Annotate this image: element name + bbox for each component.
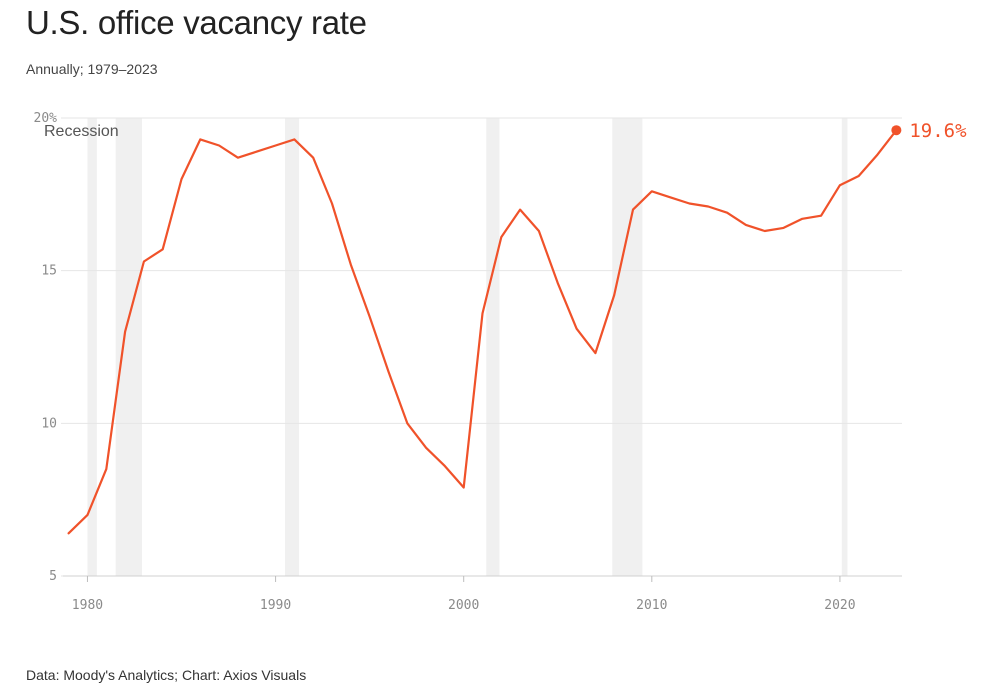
y-tick-label: 10 xyxy=(41,416,57,431)
end-point-marker xyxy=(891,125,902,136)
labels: Recession 19.6% xyxy=(44,120,967,142)
data-point-1982 xyxy=(124,331,126,333)
data-point-2004 xyxy=(538,230,540,232)
recession-band-4 xyxy=(486,118,500,576)
data-point-1983 xyxy=(143,260,145,262)
data-point-1996 xyxy=(387,370,389,372)
recession-label: Recession xyxy=(44,123,119,140)
data-point-2012 xyxy=(688,202,690,204)
data-point-1994 xyxy=(350,263,352,265)
data-point-2016 xyxy=(763,230,765,232)
data-point-2018 xyxy=(801,218,803,220)
data-point-1981 xyxy=(105,468,107,470)
gridlines xyxy=(61,117,902,577)
data-point-2022 xyxy=(876,153,878,155)
y-tick-label: 5 xyxy=(49,569,57,584)
data-point-2010 xyxy=(651,190,653,192)
data-point-1998 xyxy=(425,447,427,449)
recession-band-2 xyxy=(115,118,143,576)
chart-subtitle: Annually; 1979–2023 xyxy=(26,61,158,77)
data-point-2009 xyxy=(632,208,634,210)
x-tick-label: 1980 xyxy=(72,598,103,613)
recession-band-3 xyxy=(284,118,300,576)
x-tick-label: 2000 xyxy=(448,598,479,613)
chart-title: U.S. office vacancy rate xyxy=(26,4,367,41)
recession-band-5 xyxy=(612,118,643,576)
recession-band-6 xyxy=(841,118,848,576)
end-value-label: 19.6% xyxy=(909,120,967,142)
data-point-2006 xyxy=(575,327,577,329)
data-point-1984 xyxy=(162,248,164,250)
data-point-2019 xyxy=(820,215,822,217)
data-point-2021 xyxy=(858,175,860,177)
y-tick-label: 15 xyxy=(41,264,57,279)
data-point-2002 xyxy=(500,236,502,238)
data-point-1987 xyxy=(218,144,220,146)
data-point-2014 xyxy=(726,211,728,213)
data-point-2013 xyxy=(707,205,709,207)
data-point-1999 xyxy=(444,465,446,467)
recession-bands xyxy=(87,118,848,576)
data-point-2007 xyxy=(594,352,596,354)
data-point-1985 xyxy=(180,178,182,180)
y-tick-label: 20% xyxy=(34,111,58,126)
data-point-2001 xyxy=(481,312,483,314)
axes: 5 10 15 20% 1980 1990 2000 2010 2020 xyxy=(34,111,902,613)
data-point-1979 xyxy=(67,532,69,534)
data-point-1993 xyxy=(331,202,333,204)
data-point-1990 xyxy=(274,144,276,146)
x-tick-label: 2010 xyxy=(636,598,667,613)
series-line-vacancy-rate xyxy=(67,129,898,535)
data-point-2015 xyxy=(745,224,747,226)
data-point-2008 xyxy=(613,294,615,296)
source-note: Data: Moody's Analytics; Chart: Axios Vi… xyxy=(26,667,307,683)
data-point-2005 xyxy=(557,282,559,284)
data-point-1988 xyxy=(237,156,239,158)
x-tick-label: 2020 xyxy=(824,598,855,613)
data-point-1992 xyxy=(312,156,314,158)
data-point-2020 xyxy=(839,184,841,186)
series-line-layer xyxy=(67,125,902,535)
data-point-1989 xyxy=(256,150,258,152)
data-point-2017 xyxy=(782,227,784,229)
data-point-1986 xyxy=(199,138,201,140)
data-point-1997 xyxy=(406,422,408,424)
data-point-1980 xyxy=(86,514,88,516)
recession-band-1 xyxy=(87,118,97,576)
data-point-1995 xyxy=(368,315,370,317)
x-tick-label: 1990 xyxy=(260,598,291,613)
data-point-2003 xyxy=(519,208,521,210)
data-point-1991 xyxy=(293,138,295,140)
data-point-2000 xyxy=(462,486,464,488)
data-point-2011 xyxy=(669,196,671,198)
